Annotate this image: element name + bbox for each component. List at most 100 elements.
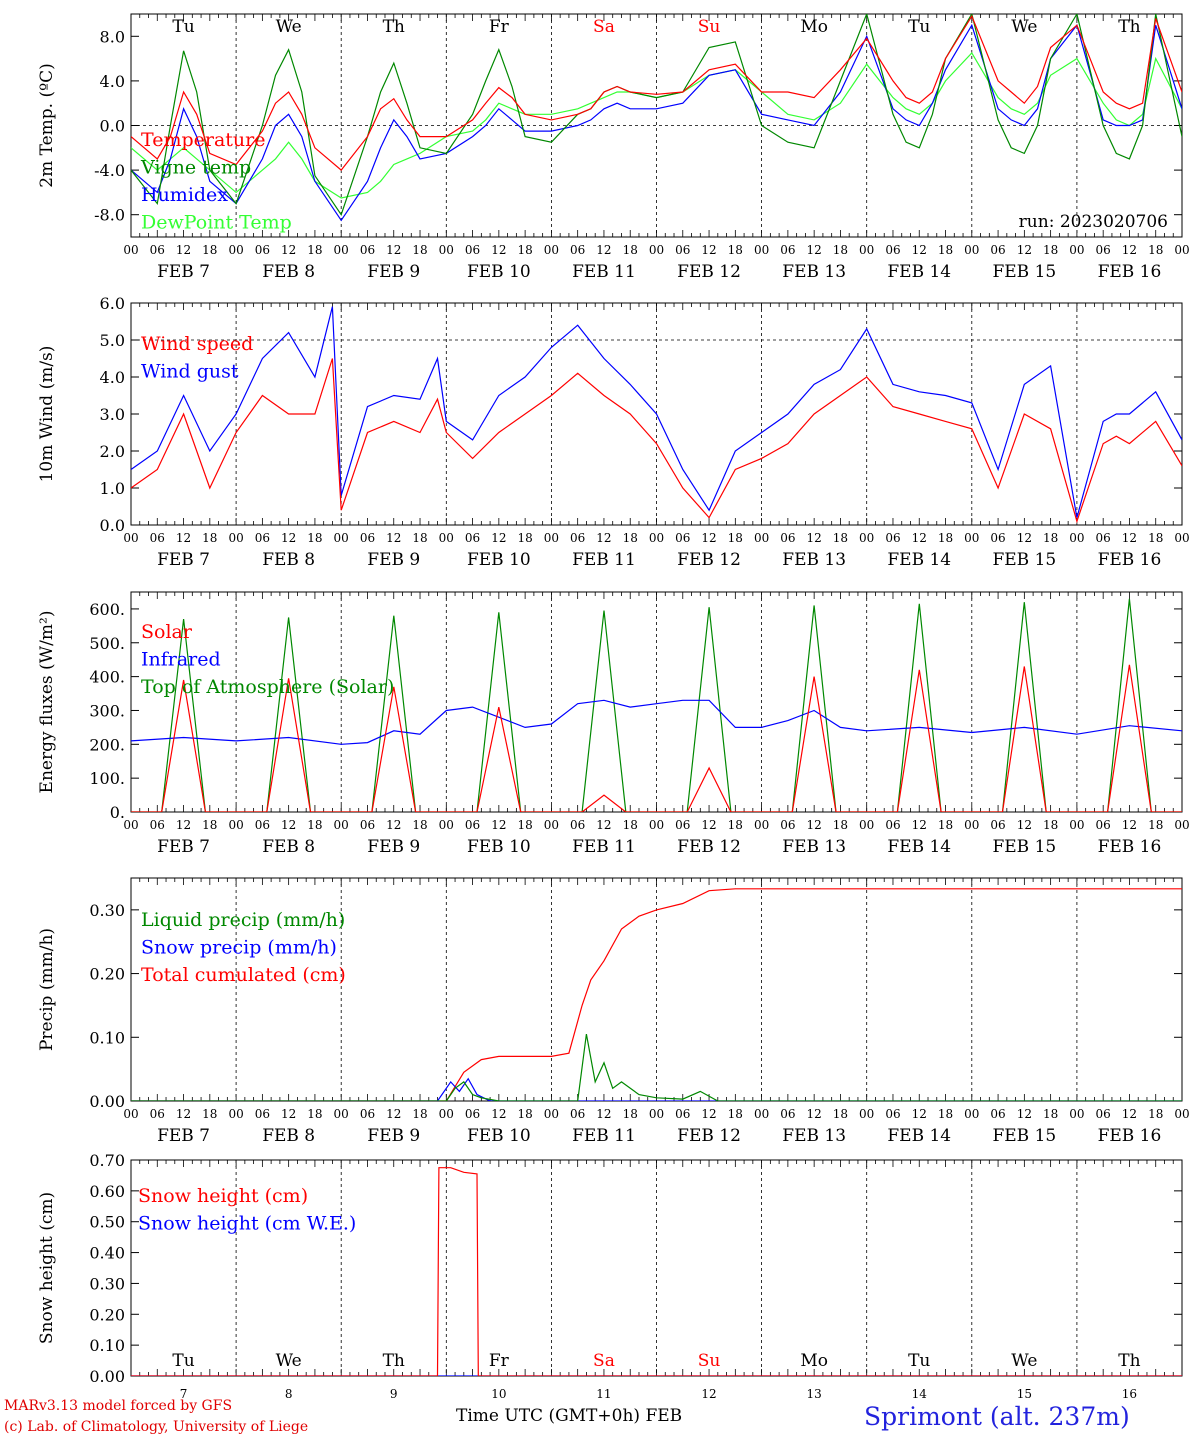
hour-tick-label: 12 [491,818,506,832]
hour-tick-label: 00 [649,243,664,257]
hour-tick-label: 00 [1069,531,1084,545]
date-label: FEB 16 [1098,550,1162,570]
hour-tick-label: 06 [885,1107,900,1121]
hour-tick-label: 06 [570,818,585,832]
date-label: FEB 16 [1098,1126,1162,1146]
hour-tick-label: 00 [228,243,243,257]
date-label: FEB 7 [157,550,210,570]
day-name-label: Tu [172,17,194,37]
hour-tick-label: 18 [517,1107,532,1121]
date-label: FEB 9 [367,550,420,570]
y-tick-label: 0. [110,803,125,822]
y-tick-label: 0.10 [89,1336,125,1355]
legend-entry: Liquid precip (mm/h) [141,909,345,931]
hour-tick-label: 18 [1148,818,1163,832]
legend-entry: Wind speed [141,333,253,355]
hour-tick-label: 12 [386,1107,401,1121]
date-label: FEB 8 [262,262,315,282]
date-label: FEB 16 [1098,262,1162,282]
hour-tick-label: 06 [990,531,1005,545]
hour-tick-label: 00 [649,1107,664,1121]
series-line-0 [131,1033,1182,1101]
hour-tick-label: 12 [176,243,191,257]
hour-tick-label: 12 [281,243,296,257]
hour-tick-label: 06 [780,818,795,832]
hour-tick-label: 18 [833,531,848,545]
y-tick-label: 8.0 [100,27,125,46]
date-label: FEB 9 [367,1126,420,1146]
date-label: FEB 10 [467,1126,531,1146]
hour-tick-label: 06 [360,818,375,832]
date-label: FEB 11 [572,1126,636,1146]
hour-tick-label: 18 [623,531,638,545]
legend-entry: Vigne temp [140,157,251,179]
hour-tick-label: 00 [228,531,243,545]
hour-tick-label: 18 [517,243,532,257]
y-tick-label: -8.0 [94,206,125,225]
date-label: FEB 12 [677,1126,741,1146]
y-tick-label: 0.50 [89,1213,125,1232]
hour-tick-label: 00 [964,818,979,832]
hour-tick-label: 06 [465,243,480,257]
date-label: FEB 14 [887,837,951,857]
hour-tick-label: 06 [150,818,165,832]
date-label: FEB 7 [157,837,210,857]
hour-tick-label: 12 [596,531,611,545]
y-tick-label: 0.20 [89,1305,125,1324]
panel-4: 0.00 0.10 0.20 0.30 Precip (mm/h) 00 06 12 18 00 0… [37,877,1190,1146]
hour-tick-label: 18 [728,531,743,545]
panel-3: 0. 100. 200. 300. 400. 500. 600. Energy fluxes … [37,591,1190,857]
y-axis-label: 10m Wind (m/s) [37,346,57,483]
hour-tick-label: 18 [307,531,322,545]
date-label: FEB 9 [367,837,420,857]
hour-tick-label: 00 [754,531,769,545]
hour-tick-label: 00 [1174,243,1189,257]
date-label: FEB 10 [467,262,531,282]
hour-tick-label: 18 [1148,1107,1163,1121]
hour-tick-label: 12 [176,531,191,545]
series-line-2 [131,888,1182,1101]
hour-tick-label: 06 [780,1107,795,1121]
hour-tick-label: 06 [255,818,270,832]
hour-tick-label: 00 [964,531,979,545]
hour-tick-label: 00 [123,818,138,832]
hour-tick-label: 06 [570,243,585,257]
date-label: FEB 13 [782,837,846,857]
hour-tick-label: 18 [623,1107,638,1121]
series-line-1 [131,699,1182,745]
date-label: FEB 8 [262,837,315,857]
credit-model: MARv3.13 model forced by GFS [4,1398,233,1414]
hour-tick-label: 18 [412,531,427,545]
y-tick-label: 400. [89,668,125,687]
hour-tick-label: 00 [123,243,138,257]
hour-tick-label: 06 [255,1107,270,1121]
hour-tick-label: 00 [859,818,874,832]
day-name-label: Th [383,1351,405,1371]
run-annotation: run: 2023020706 [1019,212,1168,232]
date-label: FEB 11 [572,837,636,857]
hour-tick-label: 12 [807,1107,822,1121]
hour-tick-label: 06 [885,243,900,257]
hour-tick-label: 18 [1043,1107,1058,1121]
series-line-1 [131,1077,1182,1101]
day-name-label: Sa [593,17,615,37]
x-minor-ticks [130,303,1183,525]
credit-lab: (c) Lab. of Climatology, University of L… [4,1419,309,1435]
y-tick-label: 4.0 [100,72,125,91]
hour-tick-label: 12 [491,243,506,257]
hour-tick-label: 18 [728,243,743,257]
hour-tick-label: 06 [675,243,690,257]
hour-tick-label: 00 [334,1107,349,1121]
hour-tick-label: 12 [1122,531,1137,545]
y-tick-label: 5.0 [100,331,125,350]
day-name-label: Su [698,1351,721,1371]
day-number-label: 12 [701,1387,716,1401]
date-label: FEB 14 [887,550,951,570]
legend-entry: Wind gust [141,361,239,383]
hour-tick-label: 06 [990,1107,1005,1121]
day-number-label: 16 [1122,1387,1137,1401]
x-axis-month: FEB [645,1406,683,1426]
hour-tick-label: 00 [964,1107,979,1121]
hour-tick-label: 18 [1043,818,1058,832]
hour-tick-label: 00 [439,1107,454,1121]
